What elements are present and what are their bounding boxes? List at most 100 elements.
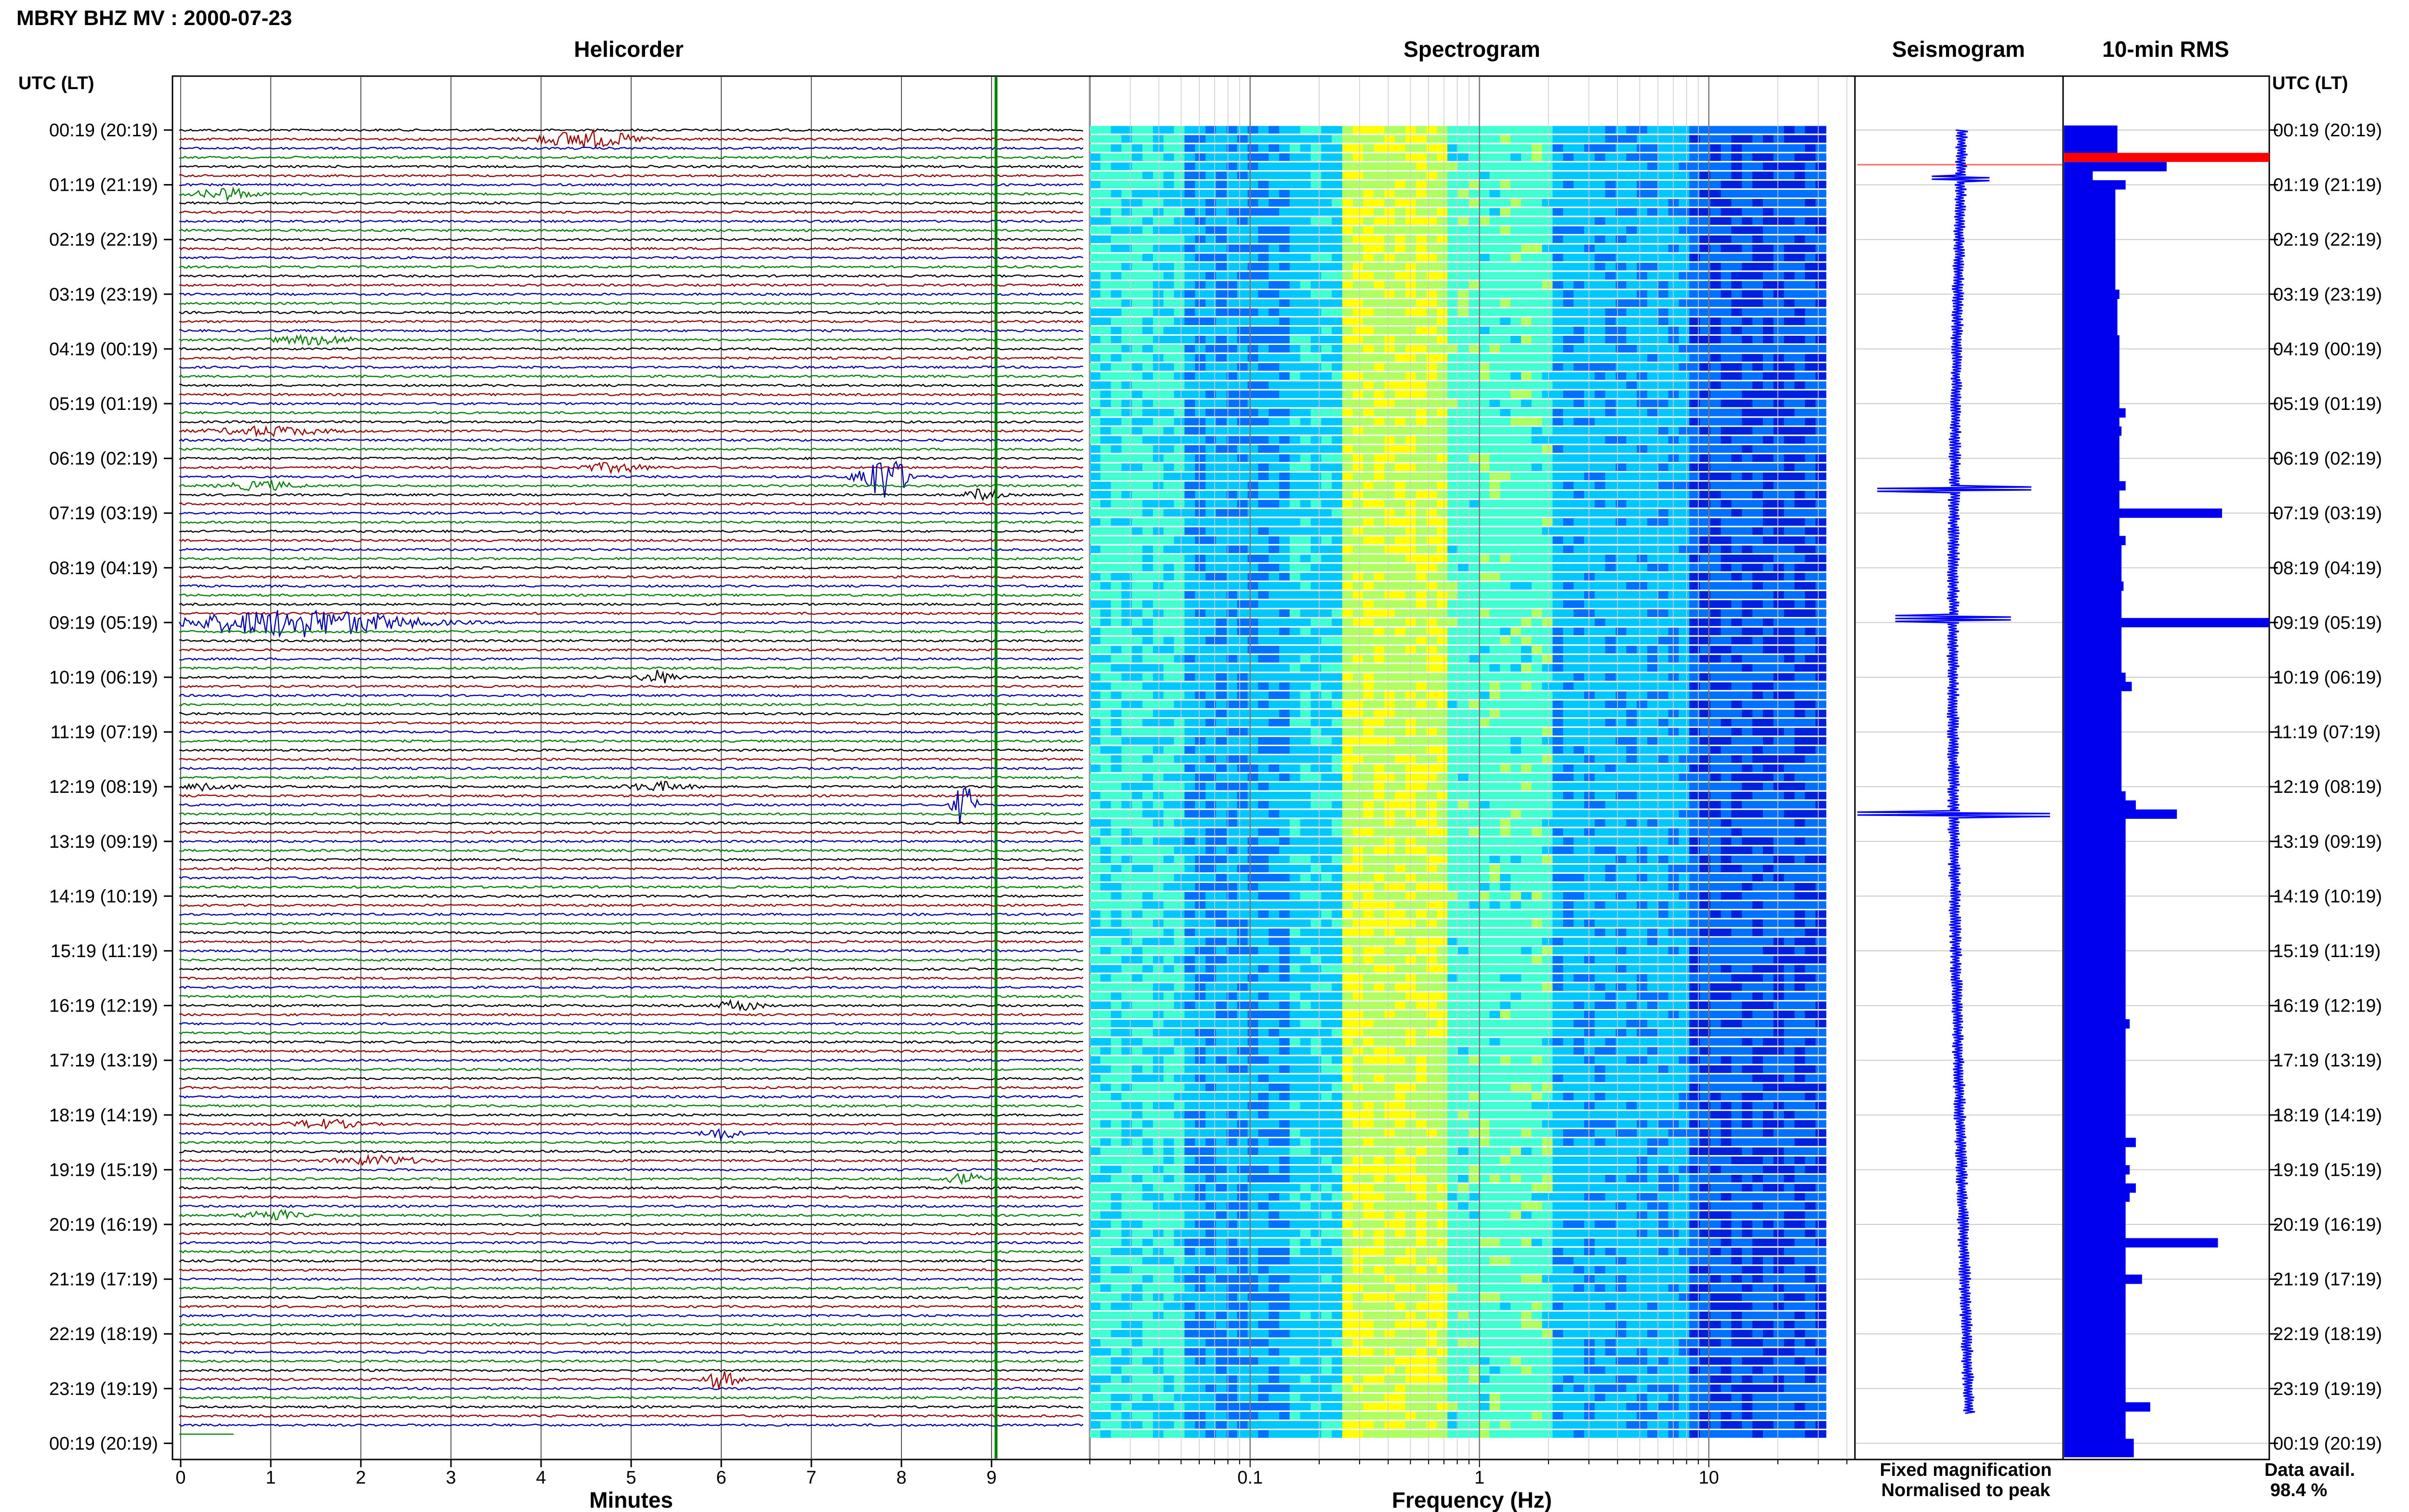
spectrogram-cell xyxy=(1700,673,1711,681)
spectrogram-cell xyxy=(1132,618,1143,626)
spectrogram-cell xyxy=(1258,655,1269,663)
spectrogram-cell xyxy=(1679,436,1690,444)
spectrogram-cell xyxy=(1521,600,1532,608)
spectrogram-cell xyxy=(1458,144,1469,152)
spectrogram-cell xyxy=(1626,463,1637,471)
spectrogram-cell xyxy=(1195,171,1206,180)
spectrogram-cell xyxy=(1458,527,1469,535)
spectrogram-cell xyxy=(1195,290,1206,298)
time-label-left: 16:19 (12:19) xyxy=(49,996,158,1016)
helicorder-trace-line xyxy=(179,383,1084,388)
spectrogram-cell xyxy=(1090,290,1101,298)
spectrogram-cell xyxy=(1395,144,1406,152)
spectrogram-cell xyxy=(1510,308,1522,316)
spectrogram-cell xyxy=(1289,190,1301,197)
spectrogram-cell xyxy=(1321,509,1332,517)
spectrogram-cell xyxy=(1510,390,1522,398)
spectrogram-cell xyxy=(1121,554,1132,563)
spectrogram-cell xyxy=(1237,372,1248,380)
spectrogram-cell xyxy=(1626,636,1637,644)
spectrogram-cell xyxy=(1321,436,1332,444)
spectrogram-cell xyxy=(1637,719,1648,727)
spectrogram-cell xyxy=(1805,372,1816,380)
spectrogram-cell xyxy=(1657,390,1669,398)
spectrogram-cell xyxy=(1784,272,1795,280)
spectrogram-cell xyxy=(1594,135,1606,143)
spectrogram-cell xyxy=(1363,573,1374,581)
spectrogram-cell xyxy=(1310,344,1322,353)
spectrogram-cell xyxy=(1121,390,1132,398)
spectrogram-cell xyxy=(1216,144,1227,152)
spectrogram-cell xyxy=(1500,600,1511,608)
spectrogram-cell xyxy=(1815,691,1827,699)
spectrogram-cell xyxy=(1679,545,1690,553)
spectrogram-cell xyxy=(1584,135,1595,143)
spectrogram-cell xyxy=(1153,691,1164,699)
spectrogram-cell xyxy=(1710,564,1721,572)
spectrogram-cell xyxy=(1657,372,1669,380)
spectrogram-cell xyxy=(1205,171,1217,180)
spectrogram-cell xyxy=(1626,609,1637,617)
spectrogram-cell xyxy=(1374,481,1385,489)
time-label-left: 22:19 (18:19) xyxy=(49,1324,158,1344)
spectrogram-cell xyxy=(1342,418,1353,426)
spectrogram-cell xyxy=(1763,473,1774,480)
spectrogram-cell xyxy=(1132,144,1143,152)
spectrogram-cell xyxy=(1679,463,1690,471)
spectrogram-cell xyxy=(1395,336,1406,343)
spectrogram-cell xyxy=(1384,710,1395,718)
spectrogram-cell xyxy=(1657,336,1669,343)
spectrogram-cell xyxy=(1489,728,1500,736)
time-label-left: 01:19 (21:19) xyxy=(49,175,158,196)
spectrogram-cell xyxy=(1773,500,1785,508)
spectrogram-cell xyxy=(1111,582,1122,590)
spectrogram-cell xyxy=(1563,463,1574,471)
spectrogram-cell xyxy=(1258,582,1269,590)
spectrogram-cell xyxy=(1269,181,1280,188)
spectrogram-cell xyxy=(1426,327,1437,334)
spectrogram-cell xyxy=(1574,327,1585,334)
spectrogram-cell xyxy=(1510,235,1522,243)
spectrogram-cell xyxy=(1710,317,1721,325)
spectrogram-cell xyxy=(1437,627,1448,635)
spectrogram-cell xyxy=(1258,609,1269,617)
spectrogram-cell xyxy=(1237,564,1248,572)
spectrogram-cell xyxy=(1815,235,1827,243)
spectrogram-cell xyxy=(1574,627,1585,635)
spectrogram-cell xyxy=(1479,354,1490,362)
spectrogram-cell xyxy=(1500,445,1511,453)
spectrogram-cell xyxy=(1384,719,1395,727)
spectrogram-cell xyxy=(1174,344,1185,353)
spectrogram-cell xyxy=(1447,454,1458,462)
spectrogram-cell xyxy=(1468,582,1480,590)
spectrogram-cell xyxy=(1447,181,1458,188)
spectrogram-cell xyxy=(1479,710,1490,718)
spectrogram-cell xyxy=(1247,317,1258,325)
spectrogram-cell xyxy=(1237,481,1248,489)
spectrogram-cell xyxy=(1700,153,1711,161)
spectrogram-cell xyxy=(1163,582,1175,590)
spectrogram-cell xyxy=(1321,445,1332,453)
spectrogram-cell xyxy=(1269,481,1280,489)
spectrogram-cell xyxy=(1363,263,1374,271)
spectrogram-cell xyxy=(1668,217,1679,225)
spectrogram-cell xyxy=(1479,181,1490,188)
spectrogram-cell xyxy=(1594,199,1606,207)
spectrogram-cell xyxy=(1752,427,1763,435)
spectrogram-cell xyxy=(1794,564,1805,572)
spectrogram-cell xyxy=(1332,700,1343,709)
spectrogram-cell xyxy=(1205,390,1217,398)
spectrogram-cell xyxy=(1710,728,1721,736)
helicorder-trace-line xyxy=(179,1140,1084,1144)
spectrogram-cell xyxy=(1163,263,1175,271)
spectrogram-cell xyxy=(1111,153,1122,161)
spectrogram-cell xyxy=(1657,473,1669,480)
spectrogram-cell xyxy=(1742,481,1753,489)
spectrogram-cell xyxy=(1447,336,1458,343)
spectrogram-cell xyxy=(1352,290,1364,298)
spectrogram-cell xyxy=(1731,344,1742,353)
spectrogram-cell xyxy=(1657,600,1669,608)
spectrogram-cell xyxy=(1531,153,1543,161)
spectrogram-cell xyxy=(1794,719,1805,727)
spectrogram-cell xyxy=(1742,408,1753,417)
